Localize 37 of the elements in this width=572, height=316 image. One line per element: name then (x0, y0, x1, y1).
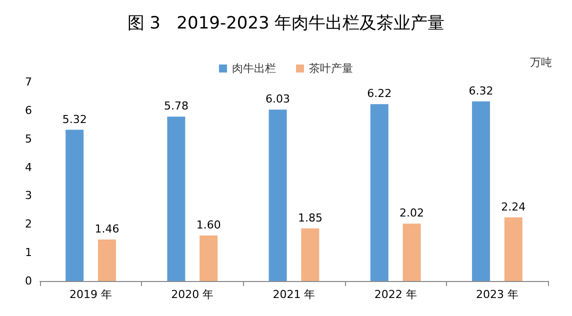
data-label: 6.32 (468, 84, 494, 98)
y-tick-label: 5 (25, 132, 32, 146)
y-tick-label: 7 (25, 76, 32, 88)
x-tick-label: 2021 年 (272, 288, 316, 301)
bar (472, 101, 490, 281)
x-tick-label: 2020 年 (171, 288, 214, 301)
bar (370, 104, 388, 281)
x-tick-label: 2019 年 (70, 288, 112, 301)
bar (301, 228, 320, 281)
data-label: 2.24 (501, 200, 526, 214)
data-label: 5.78 (164, 100, 188, 113)
data-label: 5.32 (62, 112, 87, 126)
y-axis-title: 万吨 (530, 56, 552, 69)
data-label: 2.02 (400, 206, 424, 220)
bar (167, 116, 186, 281)
bar (66, 130, 84, 281)
x-tick-label: 2023 年 (476, 288, 518, 301)
x-tick-label: 2022 年 (374, 288, 417, 301)
data-label: 6.22 (367, 87, 392, 100)
y-tick-label: 4 (25, 160, 32, 174)
bar (200, 236, 218, 281)
bar (98, 239, 116, 281)
y-tick-label: 3 (25, 189, 32, 202)
data-label: 1.46 (94, 222, 120, 236)
data-label: 6.03 (266, 92, 290, 106)
data-label: 1.60 (196, 218, 221, 232)
bar (504, 217, 522, 281)
y-tick-label: 0 (25, 274, 32, 288)
y-tick-label: 6 (25, 104, 32, 117)
chart-title: 图 3 2019-2023 年肉牛出栏及茶业产量 (127, 14, 445, 34)
legend-label: 肉牛出栏 (232, 62, 276, 75)
y-tick-label: 2 (25, 218, 32, 231)
legend-label: 茶叶产量 (309, 62, 353, 75)
bar (402, 224, 421, 281)
y-tick-label: 1 (25, 246, 32, 260)
bar (268, 110, 287, 281)
data-label: 1.85 (298, 211, 322, 224)
